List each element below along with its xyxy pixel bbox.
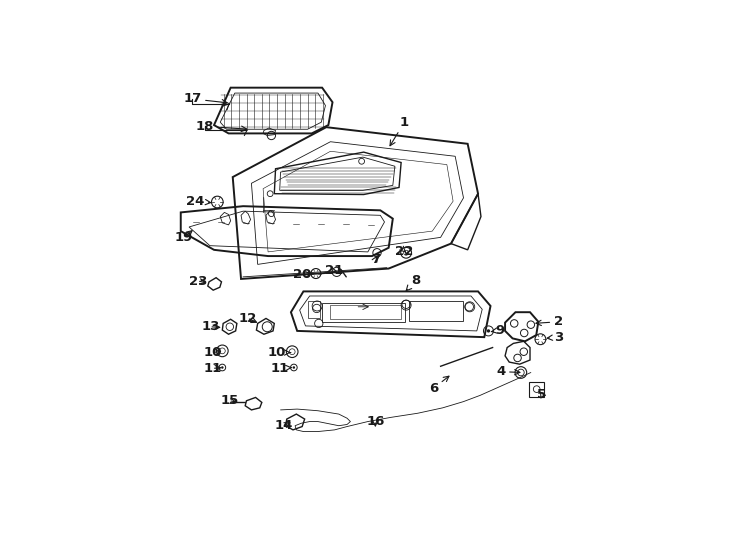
Text: 12: 12 xyxy=(239,312,257,325)
Text: 7: 7 xyxy=(371,253,380,266)
Text: 11: 11 xyxy=(204,362,222,375)
Text: 11: 11 xyxy=(271,362,291,375)
Text: 13: 13 xyxy=(202,320,220,333)
Text: 10: 10 xyxy=(204,346,222,359)
Text: 17: 17 xyxy=(184,92,228,105)
Text: 16: 16 xyxy=(366,415,385,428)
Text: 8: 8 xyxy=(406,274,421,291)
Text: 24: 24 xyxy=(186,195,211,208)
Text: 2: 2 xyxy=(536,315,563,328)
Text: 18: 18 xyxy=(196,120,247,133)
Text: 10: 10 xyxy=(268,346,291,359)
Text: 4: 4 xyxy=(496,365,520,378)
Text: 20: 20 xyxy=(293,268,311,281)
Circle shape xyxy=(293,366,295,369)
Text: 23: 23 xyxy=(189,274,208,287)
Text: 9: 9 xyxy=(491,323,505,336)
Text: 5: 5 xyxy=(537,388,546,401)
Text: 21: 21 xyxy=(324,264,343,277)
Text: 22: 22 xyxy=(396,245,413,258)
Circle shape xyxy=(221,366,224,369)
Text: 15: 15 xyxy=(221,394,239,407)
Text: 1: 1 xyxy=(390,116,409,146)
Text: 19: 19 xyxy=(175,231,193,244)
Text: 14: 14 xyxy=(275,419,293,432)
Text: 3: 3 xyxy=(547,330,563,343)
Circle shape xyxy=(487,329,490,333)
Text: 6: 6 xyxy=(429,376,449,395)
